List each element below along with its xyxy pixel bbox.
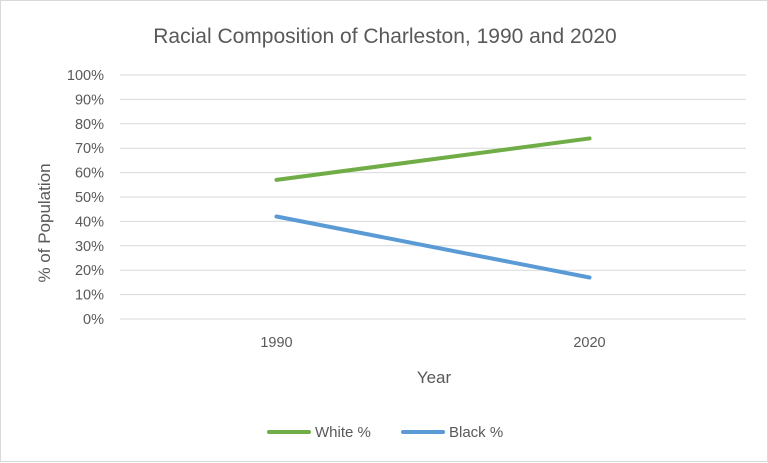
y-tick-label: 80% <box>75 117 104 133</box>
y-tick-label: 100% <box>67 68 104 84</box>
y-tick-label: 10% <box>75 288 104 304</box>
x-tick-labels: 1990 2020 <box>260 335 605 351</box>
y-tick-label: 70% <box>75 141 104 157</box>
series-line <box>274 136 592 182</box>
x-tick-label: 1990 <box>260 335 292 351</box>
series-line <box>274 214 592 280</box>
x-tick-label: 2020 <box>573 335 605 351</box>
x-axis-label: Year <box>417 368 452 387</box>
y-tick-label: 0% <box>83 312 104 328</box>
legend-label: White % <box>315 424 371 441</box>
y-tick-label: 30% <box>75 239 104 255</box>
y-tick-label: 40% <box>75 214 104 230</box>
y-tick-label: 90% <box>75 92 104 108</box>
series-lines <box>274 136 592 280</box>
chart-title: Racial Composition of Charleston, 1990 a… <box>153 25 616 48</box>
y-tick-label: 50% <box>75 190 104 206</box>
y-axis-label: % of Population <box>35 163 54 282</box>
y-tick-label: 20% <box>75 263 104 279</box>
y-tick-label: 60% <box>75 166 104 182</box>
y-tick-labels: 0% 10% 20% 30% 40% 50% 60% 70% 80% 90% 100% <box>67 68 104 328</box>
legend: White % Black % <box>267 424 503 441</box>
legend-label: Black % <box>449 424 503 441</box>
gridlines <box>120 74 746 320</box>
